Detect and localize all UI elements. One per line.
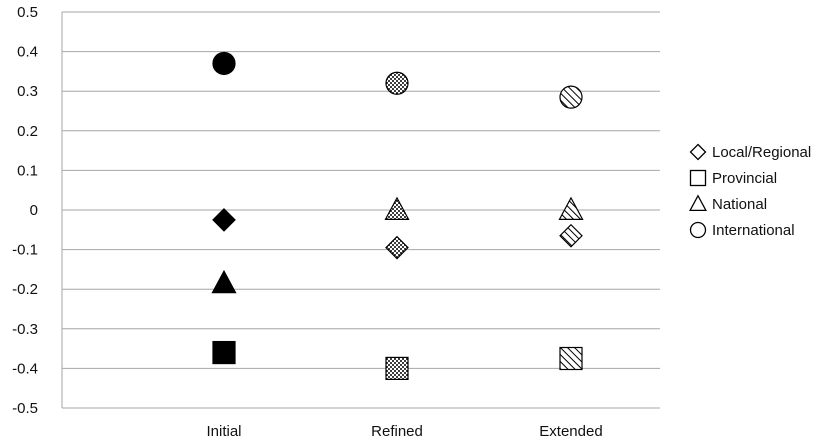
y-tick-label: 0.5 <box>17 4 38 21</box>
data-markers <box>211 51 584 380</box>
y-tick-label: 0.1 <box>17 162 38 179</box>
y-tick-label: 0.3 <box>17 83 38 100</box>
y-tick-label: 0 <box>30 202 38 219</box>
local-regional-point <box>212 208 236 232</box>
national-point <box>558 196 584 220</box>
x-axis-ticks: Initial Refined Extended <box>206 423 602 440</box>
international-point <box>385 71 409 95</box>
legend-label: Provincial <box>712 170 777 187</box>
legend: Local/Regional Provincial National Internat… <box>689 143 811 239</box>
national-point <box>211 269 237 294</box>
provincial-point <box>212 340 236 365</box>
y-tick-label: -0.2 <box>12 281 38 298</box>
national-point <box>384 196 410 220</box>
y-tick-label: 0.2 <box>17 123 38 140</box>
y-tick-label: -0.4 <box>12 360 38 377</box>
provincial-point <box>385 356 409 380</box>
international-point <box>212 51 236 76</box>
legend-circle-icon <box>689 221 707 239</box>
legend-label: Local/Regional <box>712 144 811 161</box>
x-tick-label: Extended <box>539 423 602 440</box>
grid-layer <box>61 11 660 409</box>
legend-square-icon <box>689 169 707 187</box>
legend-label: International <box>712 222 795 239</box>
x-tick-label: Initial <box>206 423 241 440</box>
international-point <box>559 85 583 109</box>
y-tick-label: -0.1 <box>12 242 38 259</box>
local-regional-point <box>385 235 409 260</box>
legend-label: National <box>712 196 767 213</box>
provincial-point <box>559 346 583 371</box>
legend-triangle-icon <box>689 194 707 212</box>
local-regional-point <box>559 223 583 248</box>
y-tick-label: -0.3 <box>12 321 38 338</box>
x-tick-label: Refined <box>371 423 423 440</box>
legend-diamond-icon <box>689 143 707 161</box>
y-tick-label: -0.5 <box>12 400 38 417</box>
y-tick-label: 0.4 <box>17 44 38 61</box>
y-axis-ticks: 0.5 0.4 0.3 0.2 0.1 0 -0.1 -0.2 -0.3 -0.4 -0.5 <box>12 4 38 417</box>
